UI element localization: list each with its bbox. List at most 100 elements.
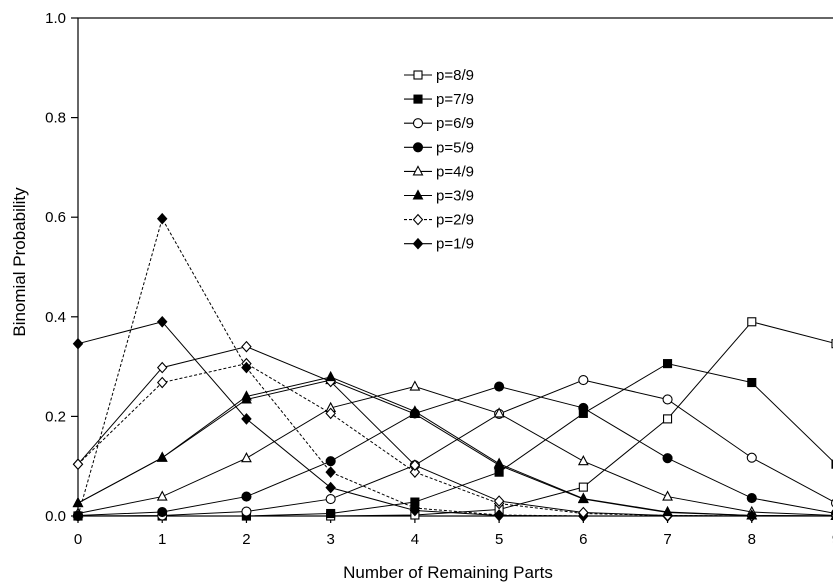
- legend-marker: [412, 142, 424, 153]
- data-point: [578, 482, 588, 492]
- series-line: [77, 386, 833, 517]
- data-point: [156, 490, 168, 501]
- data-point: [326, 508, 336, 519]
- y-tick-label: 0.2: [45, 408, 66, 425]
- data-point: [494, 381, 505, 392]
- x-axis-title: Number of Remaining Parts: [343, 563, 553, 582]
- data-point: [72, 337, 84, 350]
- data-point: [72, 458, 84, 471]
- y-tick-label: 0.0: [45, 508, 66, 525]
- y-axis-title: Binomial Probability: [10, 187, 29, 337]
- data-point: [157, 506, 168, 518]
- data-point: [746, 452, 757, 463]
- data-point: [577, 455, 589, 466]
- data-point: [156, 361, 168, 374]
- data-point: [241, 390, 252, 401]
- data-point: [663, 359, 673, 369]
- series-line: [78, 363, 833, 517]
- data-point: [409, 459, 421, 472]
- data-point: [578, 402, 589, 413]
- legend-marker: [412, 165, 424, 176]
- legend-marker: [413, 94, 423, 104]
- legend-label: p=7/9: [436, 91, 474, 108]
- legend-label: p=8/9: [436, 67, 474, 84]
- data-point: [409, 405, 421, 416]
- y-tick-label: 0.4: [45, 309, 66, 326]
- y-tick-label: 0.8: [45, 110, 66, 127]
- x-tick-label: 8: [748, 531, 756, 548]
- plot-frame: [77, 17, 833, 517]
- data-point: [156, 315, 168, 328]
- data-point: [241, 361, 252, 374]
- data-point: [409, 380, 421, 391]
- data-point: [325, 407, 336, 420]
- legend-marker: [412, 118, 424, 129]
- legend-item: p=8/9: [404, 67, 474, 84]
- legend-label: p=3/9: [436, 188, 474, 205]
- data-point: [241, 491, 252, 502]
- legend-marker: [412, 237, 424, 250]
- series-line: [77, 363, 833, 517]
- data-point: [72, 496, 84, 508]
- data-point: [746, 509, 758, 520]
- data-point: [241, 506, 252, 517]
- data-point: [156, 376, 168, 389]
- y-tick-label: 0.6: [45, 209, 66, 226]
- data-point: [578, 374, 589, 386]
- legend-marker: [412, 213, 424, 226]
- series-line: [77, 376, 833, 517]
- legend-item: p=7/9: [404, 91, 474, 108]
- data-point: [409, 502, 421, 514]
- legend-item: p=3/9: [404, 188, 474, 205]
- y-tick-label: 1.0: [45, 10, 66, 27]
- x-tick-label: 5: [495, 531, 503, 548]
- data-point: [663, 414, 673, 424]
- legend-marker: [412, 189, 424, 200]
- data-point: [662, 490, 673, 501]
- x-tick-label: 7: [663, 531, 671, 548]
- data-point: [493, 457, 505, 468]
- data-point: [325, 481, 336, 494]
- legend-label: p=6/9: [436, 115, 474, 132]
- data-point: [494, 467, 504, 477]
- series-lines: [77, 217, 833, 517]
- legend-item: p=6/9: [404, 115, 474, 132]
- data-point: [493, 495, 505, 507]
- series-line: [77, 386, 833, 516]
- data-point: [662, 394, 673, 405]
- legend-label: p=5/9: [436, 139, 474, 156]
- data-point: [241, 340, 252, 353]
- data-point: [241, 413, 252, 425]
- data-point: [577, 492, 589, 503]
- data-point: [156, 212, 168, 225]
- x-tick-label: 4: [411, 531, 419, 548]
- legend-item: p=5/9: [404, 139, 474, 156]
- data-point: [578, 506, 589, 519]
- data-point: [662, 505, 673, 517]
- data-point: [325, 370, 337, 382]
- data-point: [662, 453, 673, 464]
- legend-item: p=1/9: [404, 236, 474, 253]
- series-line: [77, 217, 833, 517]
- legend-label: p=1/9: [436, 236, 474, 253]
- x-tick-label: 1: [158, 531, 166, 548]
- legend-marker: [413, 70, 423, 80]
- legend-item: p=2/9: [404, 212, 474, 229]
- legend-label: p=2/9: [436, 212, 474, 229]
- series-markers: [72, 212, 833, 522]
- x-tick-label: 2: [242, 531, 250, 548]
- data-point: [493, 407, 505, 418]
- data-point: [325, 456, 336, 467]
- data-point: [746, 493, 757, 504]
- data-point: [747, 317, 757, 327]
- x-tick-label: 6: [579, 531, 587, 548]
- x-tick-label: 3: [326, 531, 334, 548]
- series-line: [77, 346, 833, 517]
- data-point: [156, 451, 168, 462]
- legend: p=8/9 p=7/9 p=6/9 p=5/9 p=4/9 p=3/9 p=2/9 p=1/9: [404, 67, 474, 253]
- x-tick-label: 9: [832, 531, 833, 548]
- data-point: [747, 377, 757, 388]
- legend-label: p=4/9: [436, 163, 474, 180]
- data-point: [493, 509, 505, 521]
